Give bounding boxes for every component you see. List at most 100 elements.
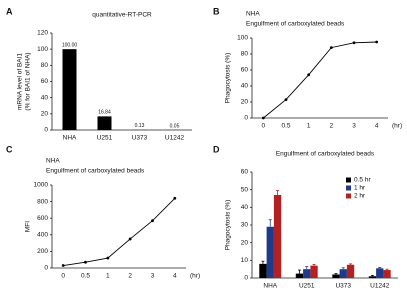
- marker: [307, 73, 311, 77]
- bar: [376, 268, 384, 278]
- value-label: 100.00: [62, 42, 78, 48]
- x-tick-label: 1: [106, 273, 110, 280]
- y-axis-label: Phagocytosis (%): [225, 200, 232, 251]
- legend-swatch: [346, 193, 351, 199]
- x-tick-label: NHA: [263, 283, 277, 290]
- y-tick-label: 100: [237, 35, 248, 42]
- marker: [284, 98, 288, 101]
- y-tick-label: 400: [37, 232, 48, 239]
- panel-letter: A: [6, 6, 13, 16]
- marker: [106, 256, 110, 260]
- y-axis-label: Phagocytosis (%): [225, 53, 232, 104]
- x-tick-label: U251: [97, 135, 113, 142]
- y-tick-label: 50: [241, 186, 249, 193]
- y-tick-label: 40: [41, 94, 49, 101]
- chart-title: quantitative-RT-PCR: [92, 12, 152, 19]
- x-tick-label: U373: [335, 283, 351, 290]
- value-label: 0.05: [170, 123, 180, 129]
- panel-letter: C: [6, 144, 13, 154]
- y-axis-label: (% for BAI1 of NHA): [25, 52, 32, 110]
- marker: [329, 46, 333, 49]
- legend-swatch: [346, 177, 351, 183]
- value-label: 16.84: [98, 110, 111, 116]
- x-tick-label: NHA: [63, 135, 77, 142]
- x-tick-label: 0: [262, 123, 266, 130]
- x-tick-label: 3: [352, 123, 356, 130]
- y-tick-label: 80: [241, 51, 249, 58]
- bar: [266, 226, 274, 278]
- legend-label: 1 hr: [354, 185, 366, 192]
- marker: [352, 41, 356, 45]
- y-tick-label: 0: [244, 115, 248, 122]
- marker: [128, 237, 132, 241]
- legend-label: 0.5 hr: [354, 177, 371, 184]
- chart-title: NHA: [46, 158, 60, 165]
- x-axis-label: (hr): [190, 273, 200, 280]
- marker: [261, 116, 265, 120]
- x-tick-label: 2: [330, 123, 334, 130]
- marker: [84, 260, 87, 264]
- x-tick-label: 0: [61, 273, 65, 280]
- y-tick-label: 60: [241, 169, 249, 176]
- bar: [339, 269, 347, 278]
- marker: [61, 264, 65, 267]
- y-tick-label: 120: [37, 30, 48, 37]
- legend-label: 2 hr: [354, 193, 366, 200]
- y-tick-label: 1000: [34, 182, 49, 189]
- y-tick-label: 10: [241, 257, 249, 264]
- x-tick-label: 1: [307, 123, 311, 130]
- bar: [368, 276, 377, 278]
- bar: [97, 116, 112, 130]
- bar: [332, 274, 340, 278]
- y-tick-label: 40: [241, 83, 249, 90]
- y-tick-label: 40: [241, 204, 249, 211]
- line: [63, 197, 176, 266]
- legend-swatch: [346, 185, 351, 191]
- x-tick-label: U1242: [370, 283, 390, 290]
- line: [263, 41, 377, 119]
- bar: [62, 49, 77, 130]
- marker: [375, 40, 379, 44]
- panel-letter: B: [213, 6, 220, 16]
- chart-title: Engulfment of carboxylated beads: [276, 151, 375, 158]
- y-tick-label: 20: [241, 239, 249, 246]
- y-tick-label: 600: [37, 215, 48, 222]
- y-tick-label: 20: [241, 99, 249, 106]
- x-tick-label: U373: [132, 135, 148, 142]
- chart-subtitle: Engulfment of carboxylated beads: [246, 21, 345, 28]
- bar: [383, 270, 391, 278]
- x-tick-label: 0.5: [81, 273, 90, 280]
- y-tick-label: 0: [44, 127, 48, 134]
- bar: [295, 273, 304, 278]
- y-tick-label: 200: [37, 248, 48, 255]
- chart-subtitle: Engulfment of carboxylated beads: [46, 168, 145, 175]
- marker: [151, 219, 154, 223]
- y-tick-label: 0: [244, 275, 248, 282]
- y-tick-label: 20: [41, 111, 49, 118]
- bar: [346, 264, 355, 278]
- y-tick-label: 60: [241, 67, 249, 74]
- y-axis-label: MFI: [25, 221, 32, 232]
- x-axis-label: (hr): [392, 123, 402, 130]
- bar: [303, 269, 311, 278]
- y-tick-label: 100: [37, 46, 48, 53]
- y-tick-label: 0: [44, 265, 48, 272]
- panel-letter: D: [213, 144, 220, 154]
- marker: [173, 196, 177, 200]
- value-label: 0.13: [135, 123, 145, 129]
- x-tick-label: 3: [151, 273, 155, 280]
- y-axis-label: mRNA level of BAI1: [17, 53, 24, 110]
- bar: [310, 265, 318, 278]
- y-tick-label: 80: [41, 62, 49, 69]
- x-tick-label: 4: [375, 123, 379, 130]
- y-tick-label: 30: [241, 222, 249, 229]
- x-tick-label: U251: [299, 283, 315, 290]
- y-tick-label: 60: [41, 78, 49, 85]
- x-tick-label: 0.5: [281, 123, 290, 130]
- bar: [273, 194, 282, 278]
- x-tick-label: 4: [173, 273, 177, 280]
- x-tick-label: U1242: [165, 135, 185, 142]
- chart-title: NHA: [246, 11, 260, 18]
- y-tick-label: 800: [37, 198, 48, 205]
